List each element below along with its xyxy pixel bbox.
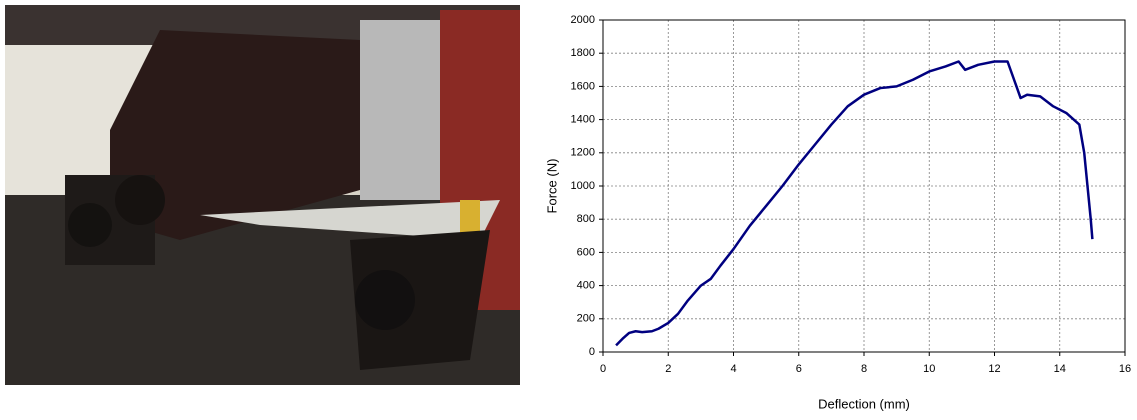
x-axis-label: Deflection (mm)	[818, 396, 910, 411]
y-tick-label: 1400	[571, 114, 595, 126]
x-tick-label: 10	[923, 363, 935, 375]
x-tick-label: 14	[1054, 363, 1066, 375]
y-tick-label: 400	[577, 280, 595, 292]
page: Deflection (mm) Force (N) 0 200 400 600 800 1…	[0, 0, 1137, 415]
plot: Deflection (mm) Force (N) 0 200 400 600 800 1…	[544, 14, 1131, 412]
x-tick-label: 0	[600, 363, 606, 375]
y-tick-label: 800	[577, 213, 595, 225]
data-line	[616, 62, 1092, 346]
x-tick-label: 6	[796, 363, 802, 375]
y-tick-label: 1600	[571, 80, 595, 92]
y-tick-label: 0	[589, 346, 595, 358]
y-tick-label: 1000	[571, 180, 595, 192]
test-photo	[5, 5, 520, 385]
y-tick-label: 600	[577, 246, 595, 258]
y-tick-label: 200	[577, 313, 595, 325]
y-tick-label: 1200	[571, 147, 595, 159]
x-tick-label: 4	[730, 363, 736, 375]
y-tick-label: 2000	[571, 14, 595, 26]
y-axis-label: Force (N)	[544, 159, 559, 214]
y-tick-label: 1800	[571, 47, 595, 59]
x-tick-label: 16	[1119, 363, 1131, 375]
x-tick-label: 12	[988, 363, 1000, 375]
x-tick-label: 8	[861, 363, 867, 375]
x-tick-label: 2	[665, 363, 671, 375]
